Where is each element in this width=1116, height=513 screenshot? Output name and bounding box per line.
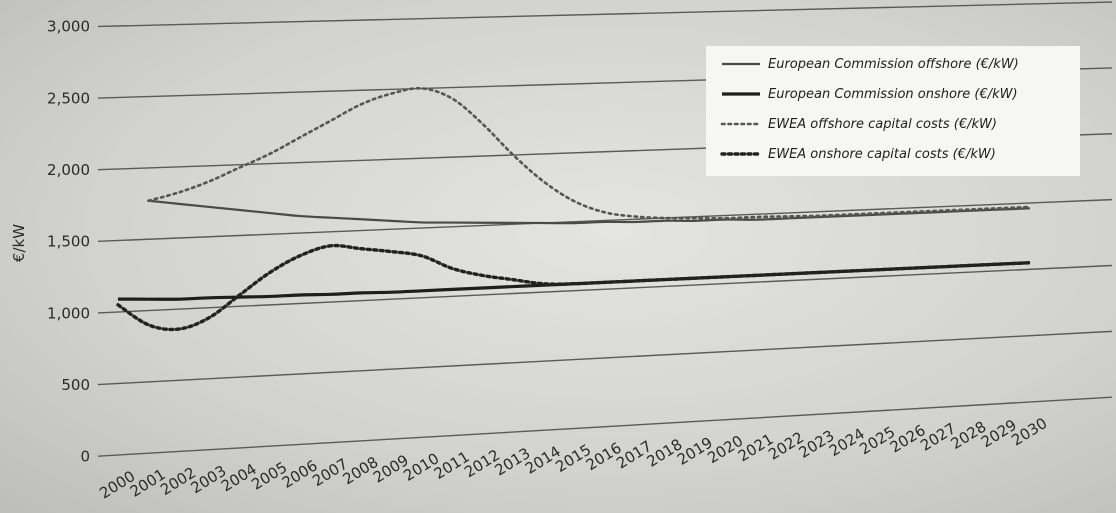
legend-entry: EWEA offshore capital costs (€/kW)	[768, 117, 997, 132]
legend-box	[706, 46, 1080, 176]
y-tick-label: 3,000	[47, 18, 90, 36]
gridline	[97, 198, 1113, 243]
y-tick-label: 2,500	[47, 89, 90, 107]
gridline	[97, 396, 1113, 457]
y-tick-label: 0	[80, 448, 90, 466]
y-tick-label: 1,500	[47, 233, 90, 251]
y-tick-label: 2,000	[47, 161, 90, 179]
y-tick-label: 1,000	[47, 304, 90, 322]
legend-entry: EWEA onshore capital costs (€/kW)	[768, 147, 996, 162]
series-line-4	[116, 243, 1032, 332]
gridline	[97, 264, 1113, 314]
y-axis-label: €/kW	[10, 224, 28, 262]
legend-entry: European Commission onshore (€/kW)	[768, 87, 1018, 102]
y-tick-label: 500	[61, 376, 90, 394]
x-tick-label: 2030	[1008, 414, 1050, 450]
gridline	[97, 1, 1113, 28]
series-line-1	[148, 199, 1031, 225]
legend-entry: European Commission offshore (€/kW)	[768, 57, 1019, 72]
gridline	[97, 330, 1113, 386]
series-line-3	[147, 87, 1032, 220]
